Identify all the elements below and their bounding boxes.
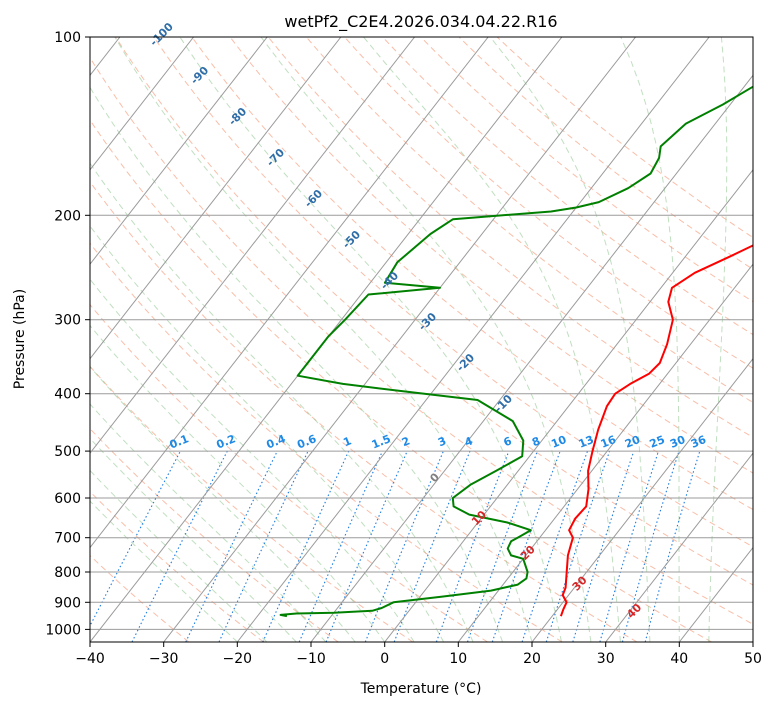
dry-adiabat-line	[90, 365, 414, 642]
dry-adiabat-line	[420, 37, 753, 303]
y-tick-label: 900	[54, 595, 81, 611]
dry-adiabat-line	[382, 37, 753, 336]
dry-adiabat-line	[458, 37, 753, 270]
x-tick-label: −10	[296, 651, 326, 667]
mixing-ratio-label: 2	[400, 434, 412, 449]
moist-adiabat-line	[90, 366, 356, 642]
moist-adiabat-line	[114, 37, 533, 642]
moist-adiabat-line	[260, 37, 592, 642]
y-axis-label: Pressure (hPa)	[12, 289, 28, 389]
dry-adiabat-line	[90, 427, 339, 642]
x-axis-label: Temperature (°C)	[360, 681, 482, 697]
x-tick-label: 40	[670, 651, 688, 667]
isotherm-line	[384, 169, 753, 642]
x-tick-label: 10	[449, 651, 467, 667]
mixing-ratio-line	[491, 450, 561, 642]
isotherm-line	[457, 263, 753, 642]
dry-adiabat-line	[90, 242, 563, 642]
mixing-ratio-label: 30	[668, 433, 687, 451]
moist-adiabat-line	[708, 37, 728, 642]
mixing-ratio-line	[185, 450, 278, 642]
y-tick-label: 1000	[45, 622, 81, 638]
mixing-ratio-label: 1	[341, 434, 353, 449]
isotherm-line	[90, 37, 489, 549]
moist-adiabat-line	[489, 37, 651, 642]
mixing-ratio-line	[599, 450, 660, 642]
y-tick-label: 100	[54, 30, 81, 46]
y-tick-label: 400	[54, 387, 81, 403]
dry-adiabat-line	[115, 37, 753, 586]
moist-adiabat-line	[90, 225, 445, 642]
x-tick-label: 0	[380, 651, 389, 667]
y-tick-label: 300	[54, 313, 81, 329]
isotherm-line	[236, 37, 710, 642]
isotherm-line	[531, 357, 753, 642]
y-tick-label: 500	[54, 444, 81, 460]
moist-adiabat-line	[90, 162, 474, 642]
dewpoint-line	[279, 85, 753, 618]
x-tick-label: −20	[223, 651, 253, 667]
dry-adiabat-line	[344, 37, 753, 369]
moist-adiabat-line	[620, 37, 680, 642]
moist-adiabat-line	[90, 278, 415, 642]
moist-adiabat-line	[363, 37, 621, 642]
x-axis: −40 −30 −20 −10 0 10 20 30 40 50	[75, 642, 762, 667]
moist-adiabat-line	[90, 469, 268, 642]
plot-frame	[89, 36, 754, 643]
profile-lines	[279, 85, 753, 618]
dry-adiabat-line	[267, 37, 753, 438]
mixing-ratio-label: 10	[549, 433, 568, 451]
y-tick-label: 800	[54, 565, 81, 581]
x-tick-label: 20	[523, 651, 541, 667]
dry-adiabat-line	[90, 56, 753, 625]
moist-adiabat-line	[179, 37, 562, 642]
x-tick-label: −40	[75, 651, 105, 667]
mixing-ratio-line	[621, 450, 680, 642]
mixing-ratio-line	[218, 450, 309, 642]
mixing-ratio-line	[298, 450, 384, 642]
mixing-ratio-line	[572, 450, 635, 642]
mixing-ratio-line	[644, 450, 701, 642]
x-tick-label: 50	[744, 651, 762, 667]
moist-adiabat-line	[90, 324, 386, 642]
chart-title: wetPf2_C2E4.2026.034.04.22.R16	[284, 12, 557, 32]
y-tick-label: 200	[54, 208, 81, 224]
isotherm-line	[90, 37, 194, 171]
isotherm-line	[605, 452, 753, 642]
isotherm-line	[163, 37, 636, 642]
mixing-ratio-label: 3	[436, 434, 448, 449]
dry-adiabat-line	[153, 37, 753, 548]
y-axis: 100 200 300 400 500 600 700 800 900 1000	[45, 30, 90, 638]
dry-adiabat-line	[229, 37, 753, 474]
mixing-ratio-label: 13	[577, 433, 596, 451]
temperature-line	[559, 244, 753, 617]
isotherm-line	[310, 74, 753, 642]
mixing-ratio-label: 25	[648, 433, 667, 451]
x-tick-label: −30	[149, 651, 179, 667]
moist-adiabat-line	[90, 500, 238, 642]
isotherm-line	[90, 37, 415, 454]
mixing-ratio-line	[325, 450, 408, 642]
y-tick-label: 700	[54, 531, 81, 547]
mixing-ratio-label: 8	[530, 434, 542, 449]
isotherm-line	[90, 37, 268, 265]
mixing-ratio-line	[262, 450, 350, 642]
x-tick-label: 30	[597, 651, 615, 667]
mixing-ratio-line	[466, 450, 538, 642]
moist-adiabat-line	[90, 86, 503, 642]
dry-adiabat-line	[305, 37, 753, 404]
mixing-ratio-label: 36	[689, 433, 708, 451]
mixing-ratio-line	[521, 450, 589, 642]
mixing-ratio-label: 20	[623, 433, 642, 451]
y-tick-label: 600	[54, 491, 81, 507]
mixing-ratio-label: 16	[599, 433, 618, 451]
isotherm-line	[90, 37, 342, 360]
dry-adiabat-line	[90, 180, 638, 642]
